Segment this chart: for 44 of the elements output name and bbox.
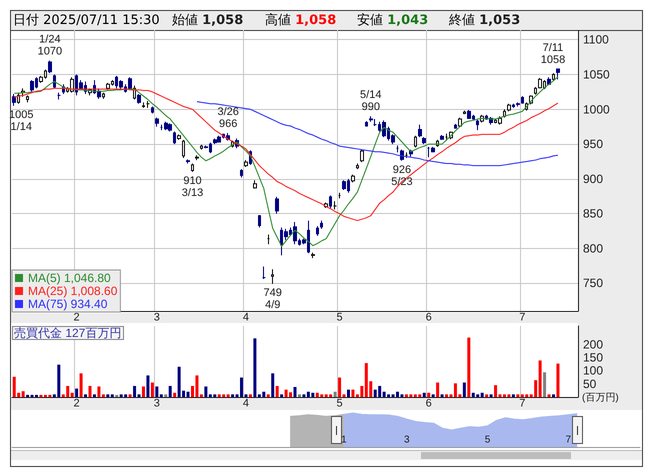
x-tick-label: 5	[484, 434, 491, 446]
y-tick-label: 1000	[583, 102, 610, 116]
y-tick-label: 100	[583, 364, 604, 378]
y-axis-title: (百万円)	[582, 392, 619, 404]
annotation: 1/24 1070	[38, 34, 62, 58]
x-tick-label: 2	[74, 398, 80, 410]
x-tick-label: 5	[336, 398, 343, 410]
text: 終値 1,053	[449, 13, 520, 28]
x-tick-label: 3	[404, 434, 410, 446]
x-tick-label: 4	[242, 312, 250, 324]
x-tick-label: 4	[242, 398, 250, 410]
annotation: 910 3/13	[182, 174, 204, 199]
y-tick-label: 150	[583, 350, 604, 365]
y-tick-label: 1100	[583, 32, 610, 47]
x-tick-label: 5	[336, 312, 343, 324]
y-tick-label: 850	[583, 206, 604, 221]
annotation: 7/11 1058	[540, 42, 566, 66]
x-tick-label: 2	[74, 312, 80, 324]
x-tick-label: 7	[565, 434, 572, 446]
annotation: 3/26 966	[217, 106, 239, 130]
y-tick-label: 50	[583, 376, 597, 391]
text: 安値 1,043	[357, 13, 428, 28]
annotation: 5/14 990	[360, 89, 382, 114]
text: 始値 1,058	[172, 13, 244, 28]
y-tick-label: 800	[583, 241, 604, 256]
annotation: 749 4/9	[264, 286, 282, 311]
chart-title: 売買代金 127百万円	[14, 326, 122, 340]
x-tick-label: 6	[426, 312, 432, 324]
y-tick-label: 1050	[583, 68, 610, 82]
chart-title: 日付 2025/07/11 15:30	[13, 12, 160, 30]
legend-label: MA(25) 1,008.60	[28, 284, 118, 298]
y-tick-label: 900	[583, 172, 604, 186]
x-tick-label: 3	[154, 398, 160, 410]
x-tick-label: 3	[154, 312, 160, 324]
x-tick-label: 7	[519, 398, 526, 410]
x-tick-label: 7	[519, 312, 526, 324]
legend-label: MA(5) 1,046.80	[28, 271, 112, 285]
text: 高値 1,058	[265, 13, 336, 28]
y-tick-label: 950	[583, 137, 604, 152]
y-tick-label: 750	[583, 276, 604, 290]
legend-label: MA(75) 934.40	[28, 297, 108, 311]
x-tick-label: 6	[426, 398, 432, 410]
y-tick-label: 200	[583, 337, 604, 352]
x-tick-label: 1	[341, 434, 348, 446]
